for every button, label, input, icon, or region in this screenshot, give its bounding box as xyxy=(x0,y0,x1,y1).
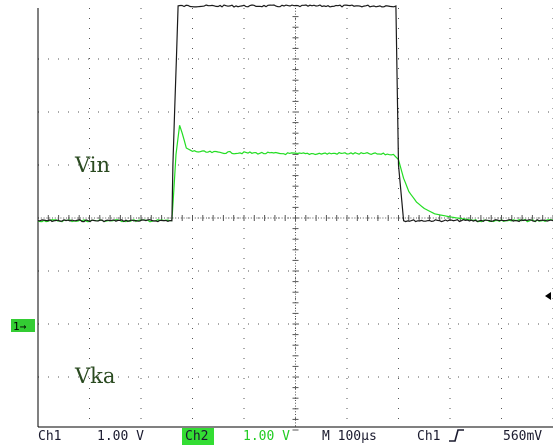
ch2-badge xyxy=(182,428,214,445)
status-bar: Ch1 1.00 V Ch2 1.00 V M 100µs Ch1 560mV xyxy=(38,428,542,445)
series-label-vka: Vka xyxy=(74,364,115,388)
ch1-scale: 1.00 V xyxy=(97,429,144,444)
timebase[interactable]: M 100µs xyxy=(322,429,377,444)
ch1-trace-vin xyxy=(37,4,553,223)
ch2-scale: 1.00 V xyxy=(243,429,290,444)
ground-marker-badge xyxy=(11,319,35,332)
ch2-label[interactable]: Ch2 xyxy=(185,429,208,444)
rising-edge-icon xyxy=(449,429,464,442)
graticule-grid xyxy=(37,8,553,431)
trigger-level-arrow-icon xyxy=(545,292,551,300)
trigger-level: 560mV xyxy=(503,429,542,444)
frame-border xyxy=(37,8,553,428)
trigger-source[interactable]: Ch1 xyxy=(417,429,440,444)
ch1-label[interactable]: Ch1 xyxy=(38,429,61,444)
series-label-vin: Vin xyxy=(74,153,110,177)
ground-marker-label: 1→ xyxy=(13,320,27,333)
ground-marker[interactable]: 1→ xyxy=(11,319,35,333)
